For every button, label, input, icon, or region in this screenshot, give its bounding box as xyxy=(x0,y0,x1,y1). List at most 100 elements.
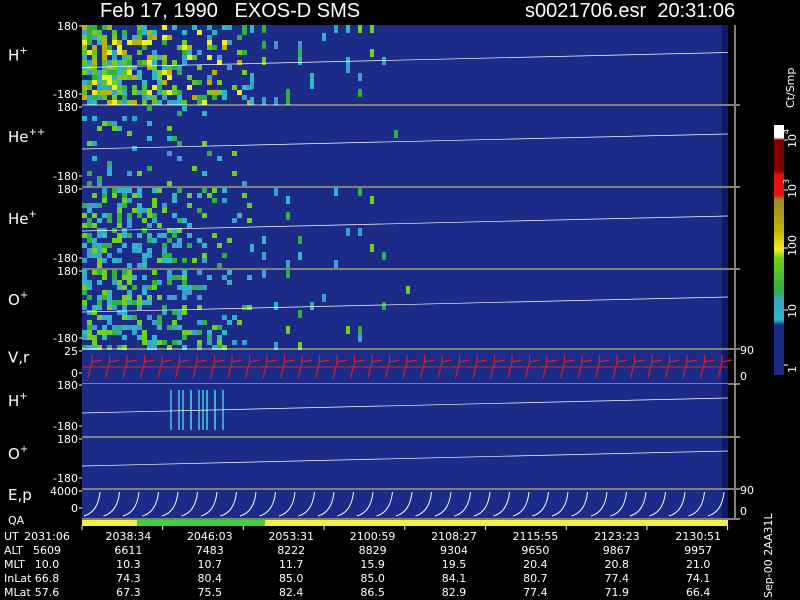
spectrum-cell xyxy=(127,315,132,320)
spectrum-cell xyxy=(222,25,227,30)
spectrum-cell xyxy=(117,203,122,208)
spectrum-cell xyxy=(117,238,122,243)
spectrum-cell xyxy=(92,248,97,253)
spectrum-cell xyxy=(127,233,132,238)
spectrum-cell xyxy=(122,310,127,315)
spectrum-cell xyxy=(162,203,167,208)
spectrum-streak xyxy=(346,65,350,73)
spectrum-cell xyxy=(167,151,172,156)
spectrum-cell xyxy=(217,156,222,161)
cell: 21.0 xyxy=(686,558,711,571)
spectrum-cell xyxy=(147,300,152,305)
spectrum-cell xyxy=(117,75,122,80)
spectrum-cell xyxy=(242,30,247,35)
spectrum-cell xyxy=(102,213,107,218)
spectrum-streak xyxy=(286,270,290,278)
spectrum-streak xyxy=(358,228,362,236)
row-label: InLat xyxy=(4,572,32,585)
spectrum-cell xyxy=(122,203,127,208)
spectrum-streak xyxy=(262,41,266,49)
spectrum-cell xyxy=(197,95,202,100)
spectrum-cell xyxy=(177,275,182,280)
spectrum-cell xyxy=(112,325,117,330)
spectrum-cell xyxy=(167,253,172,258)
spectrum-cell xyxy=(142,290,147,295)
spectrum-cell xyxy=(162,25,167,30)
spectrum-cell xyxy=(102,248,107,253)
cell: 8222 xyxy=(277,544,305,557)
spectrum-cell xyxy=(132,300,137,305)
spectrum-cell xyxy=(147,95,152,100)
spectrum-cell xyxy=(197,330,202,335)
spectrum-cell xyxy=(172,295,177,300)
spectrum-cell xyxy=(92,95,97,100)
spectrum-cell xyxy=(192,95,197,100)
spectrum-cell xyxy=(137,243,142,248)
spectrum-cell xyxy=(127,218,132,223)
spectrum-cell xyxy=(112,275,117,280)
spectrum-cell xyxy=(177,141,182,146)
spectrum-cell xyxy=(167,100,172,105)
spectrum-cell xyxy=(82,258,87,263)
spectrum-cell xyxy=(82,330,87,335)
panel-label: He++ xyxy=(8,127,45,146)
spectrum-cell xyxy=(157,320,162,325)
spectrum-cell xyxy=(167,136,172,141)
spectrum-cell xyxy=(137,30,142,35)
spectrum-streak xyxy=(298,49,302,57)
spectrum-cell xyxy=(242,305,247,310)
spectrum-cell xyxy=(172,243,177,248)
spectrum-cell xyxy=(162,243,167,248)
y-tick-label: 180 xyxy=(57,433,78,446)
panel xyxy=(82,270,728,348)
spectrum-cell xyxy=(147,345,152,350)
spectrum-cell xyxy=(82,35,87,40)
spectrum-cell xyxy=(127,60,132,65)
cell: 5609 xyxy=(33,544,61,557)
spectrum-cell xyxy=(207,90,212,95)
spectrum-cell xyxy=(112,65,117,70)
spectrum-cell xyxy=(172,228,177,233)
spectrum-cell xyxy=(112,270,117,275)
spectrum-cell xyxy=(157,325,162,330)
spectrum-cell xyxy=(152,100,157,105)
spectrum-cell xyxy=(222,198,227,203)
spectrum-cell xyxy=(97,181,102,186)
y-tick-label: 0 xyxy=(71,502,78,515)
panel-label: He+ xyxy=(8,209,37,228)
spectrum-cell xyxy=(87,253,92,258)
colorbar-tick-label-sup: 4 xyxy=(782,129,791,134)
spectrum-cell xyxy=(92,345,97,350)
spectrum-cell xyxy=(147,90,152,95)
spectrum-cell xyxy=(182,30,187,35)
spectrum-cell xyxy=(187,50,192,55)
spectrum-cell xyxy=(142,40,147,45)
colorbar-tick-label-base: 10 xyxy=(786,184,799,198)
spectrum-cell xyxy=(207,40,212,45)
spectrum-cell xyxy=(97,203,102,208)
spectrum-cell xyxy=(242,95,247,100)
spectrum-cell xyxy=(97,75,102,80)
spectrum-streak xyxy=(358,73,362,81)
spectrum-cell xyxy=(107,305,112,310)
spectrum-cell xyxy=(202,320,207,325)
spectrum-cell xyxy=(137,60,142,65)
spectrum-cell xyxy=(122,285,127,290)
spectrum-cell xyxy=(127,275,132,280)
spectrum-cell xyxy=(122,95,127,100)
spectrum-cell xyxy=(182,305,187,310)
spectrum-cell xyxy=(117,126,122,131)
spectrum-cell xyxy=(117,45,122,50)
spectrum-cell xyxy=(107,295,112,300)
spectrum-cell xyxy=(202,188,207,193)
spectrum-cell xyxy=(137,90,142,95)
spectrum-cell xyxy=(87,285,92,290)
panel-edge xyxy=(722,25,728,104)
spectrum-cell xyxy=(122,100,127,105)
spectrum-cell xyxy=(137,25,142,30)
spectrum-cell xyxy=(112,80,117,85)
spectrum-cell xyxy=(112,40,117,45)
spectrum-cell xyxy=(107,171,112,176)
cell: 80.7 xyxy=(523,572,548,585)
